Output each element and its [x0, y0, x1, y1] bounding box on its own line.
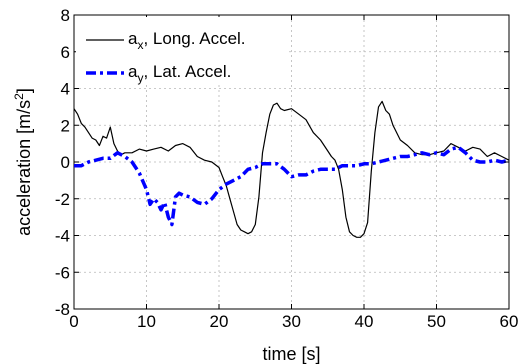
legend-lat-accel-symbol: a [128, 62, 138, 81]
x-tick-label: 0 [69, 312, 78, 331]
series-long-accel-line [73, 100, 510, 238]
legend-lat-accel-subscript: y [137, 71, 143, 85]
series-lat-accel-line [74, 145, 510, 227]
y-axis-label-main: acceleration [m/s [14, 100, 34, 236]
legend-lat-accel-label: , Lat. Accel. [143, 62, 231, 81]
y-tick-label: 2 [61, 116, 70, 135]
y-tick-label: 8 [61, 6, 70, 25]
grid [74, 15, 509, 309]
y-tick-label: -2 [55, 190, 70, 209]
y-tick-label: -8 [55, 300, 70, 319]
y-tick-label: 6 [61, 43, 70, 62]
legend-entry-lat-accel: ay, Lat. Accel. [128, 62, 231, 85]
x-tick-label: 10 [137, 312, 156, 331]
x-tick-label: 30 [282, 312, 301, 331]
y-tick-label: 4 [61, 80, 70, 99]
x-tick-label: 60 [500, 312, 519, 331]
y-tick-label: -6 [55, 263, 70, 282]
x-tick-label: 40 [355, 312, 374, 331]
tick-labels: 0 10 20 30 40 50 60 -8 -6 -4 -2 0 2 4 6 8 [55, 6, 519, 331]
legend-long-accel-label: , Long. Accel. [143, 29, 245, 48]
y-axis-label: acceleration [m/s2] [12, 88, 34, 236]
y-axis-label-superscript: 2 [12, 93, 26, 100]
legend-long-accel-symbol: a [128, 29, 138, 48]
legend: ax, Long. Accel. ay, Lat. Accel. [76, 17, 288, 85]
legend-long-accel-subscript: x [137, 38, 143, 52]
x-axis-label: time [s] [262, 344, 320, 364]
series-layer [73, 100, 510, 238]
y-tick-label: 0 [61, 153, 70, 172]
y-axis-label-close: ] [14, 88, 34, 93]
y-tick-label: -4 [55, 227, 70, 246]
x-tick-label: 50 [427, 312, 446, 331]
x-tick-label: 20 [210, 312, 229, 331]
legend-entry-long-accel: ax, Long. Accel. [128, 29, 246, 52]
